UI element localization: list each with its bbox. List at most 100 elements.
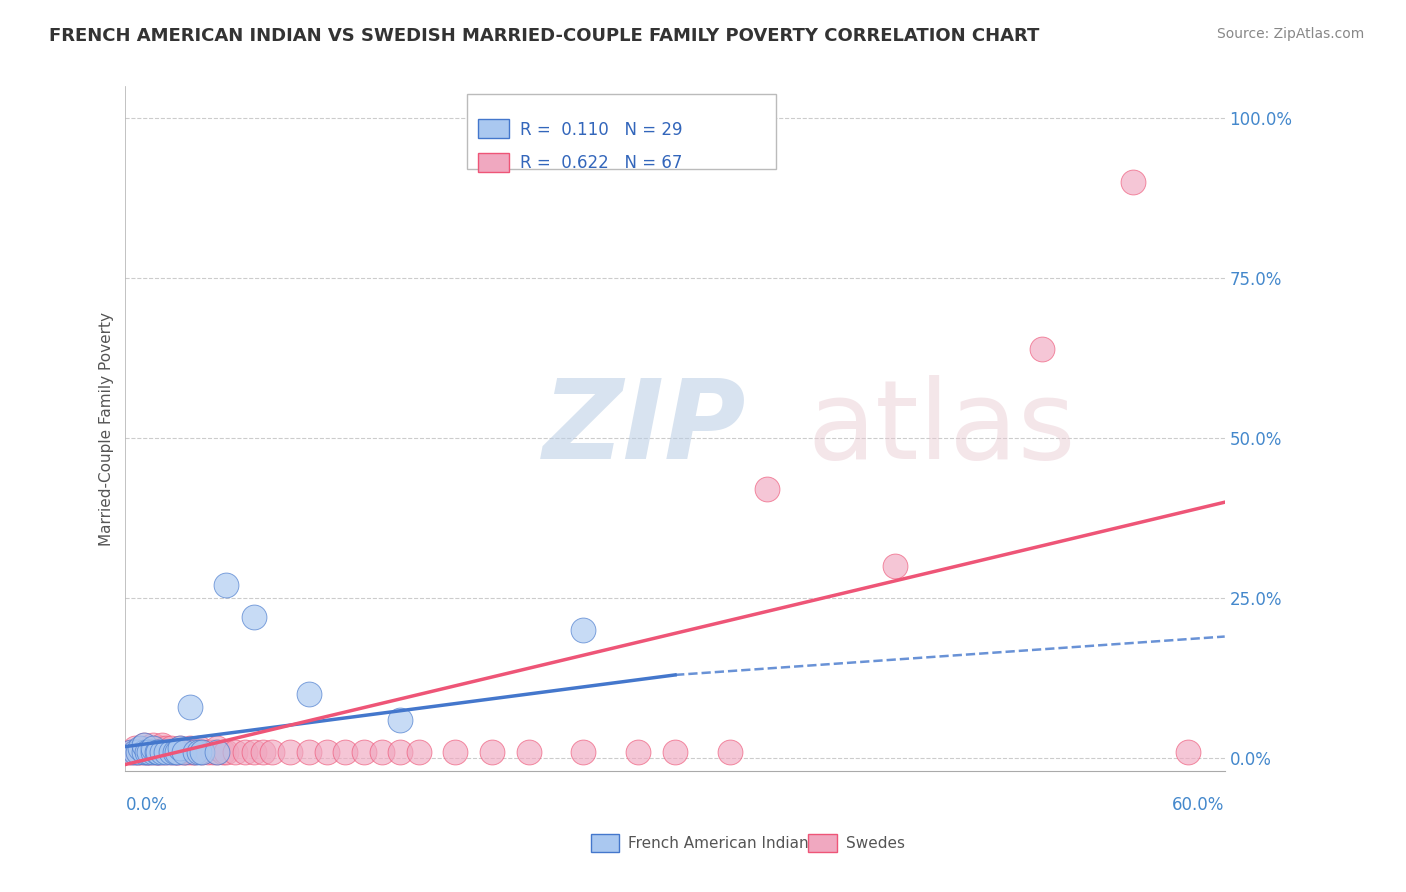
Point (173, 745, 195, 759)
Point (136, 745, 159, 759)
Point (142, 741, 165, 756)
Point (233, 745, 256, 759)
Point (160, 745, 183, 759)
Point (179, 745, 201, 759)
Point (205, 745, 228, 759)
Point (124, 741, 146, 756)
Point (138, 745, 160, 759)
Point (572, 745, 595, 759)
Point (132, 745, 155, 759)
Point (389, 713, 412, 727)
Point (187, 741, 209, 756)
Text: R =  0.622   N = 67: R = 0.622 N = 67 (520, 154, 682, 172)
Point (169, 745, 191, 759)
Point (129, 741, 152, 756)
Text: French American Indians: French American Indians (628, 836, 817, 851)
Point (179, 741, 201, 756)
Point (205, 741, 228, 756)
Point (755, 483, 778, 497)
Point (129, 745, 152, 759)
Point (120, 745, 142, 759)
Point (211, 745, 233, 759)
Point (353, 745, 375, 759)
Point (132, 741, 155, 756)
Point (184, 745, 207, 759)
Point (142, 741, 165, 756)
Point (884, 559, 907, 574)
Point (155, 741, 177, 756)
Point (160, 745, 183, 759)
Point (179, 699, 201, 714)
Point (664, 745, 686, 759)
Point (316, 745, 339, 759)
Text: R =  0.110   N = 29: R = 0.110 N = 29 (520, 120, 683, 138)
Point (1177, 745, 1199, 759)
Point (124, 745, 146, 759)
Point (127, 745, 149, 759)
Point (517, 745, 540, 759)
Point (280, 745, 302, 759)
Point (142, 739, 165, 753)
Point (173, 745, 195, 759)
Point (371, 745, 394, 759)
Point (150, 739, 173, 753)
Point (150, 745, 173, 759)
Point (124, 745, 146, 759)
Text: FRENCH AMERICAN INDIAN VS SWEDISH MARRIED-COUPLE FAMILY POVERTY CORRELATION CHAR: FRENCH AMERICAN INDIAN VS SWEDISH MARRIE… (49, 27, 1039, 45)
Point (136, 741, 159, 756)
Point (718, 745, 741, 759)
Text: atlas: atlas (807, 376, 1076, 482)
Point (205, 745, 228, 759)
Point (191, 745, 214, 759)
Point (298, 745, 321, 759)
Point (408, 745, 430, 759)
Point (335, 745, 357, 759)
Point (163, 745, 186, 759)
Point (138, 745, 160, 759)
Point (136, 745, 159, 759)
Point (132, 739, 155, 753)
Point (166, 745, 188, 759)
Point (197, 745, 219, 759)
Point (132, 745, 155, 759)
Point (160, 741, 183, 756)
Point (191, 745, 214, 759)
Point (169, 741, 191, 756)
Point (132, 739, 155, 753)
Point (187, 745, 209, 759)
Point (252, 745, 274, 759)
Point (142, 745, 165, 759)
Point (150, 741, 173, 756)
Point (142, 745, 165, 759)
Text: ZIP: ZIP (543, 376, 747, 482)
Point (627, 745, 650, 759)
Point (298, 687, 321, 701)
Point (127, 745, 149, 759)
Point (224, 745, 246, 759)
Point (155, 745, 177, 759)
Point (184, 745, 207, 759)
Point (174, 745, 197, 759)
Text: Source: ZipAtlas.com: Source: ZipAtlas.com (1216, 27, 1364, 41)
Y-axis label: Married-Couple Family Poverty: Married-Couple Family Poverty (100, 311, 114, 546)
Point (155, 745, 177, 759)
Point (169, 741, 191, 756)
Text: 0.0%: 0.0% (125, 797, 167, 814)
Point (1122, 175, 1144, 189)
Text: 60.0%: 60.0% (1173, 797, 1225, 814)
Point (145, 745, 167, 759)
Point (166, 745, 188, 759)
Point (260, 745, 283, 759)
Point (389, 745, 412, 759)
Point (215, 745, 238, 759)
Point (150, 745, 173, 759)
Text: Swedes: Swedes (846, 836, 905, 851)
Point (1031, 342, 1053, 356)
Point (120, 745, 142, 759)
Point (181, 745, 204, 759)
Point (572, 623, 595, 637)
Point (148, 745, 170, 759)
Point (145, 745, 167, 759)
Point (215, 578, 238, 592)
Point (242, 745, 264, 759)
